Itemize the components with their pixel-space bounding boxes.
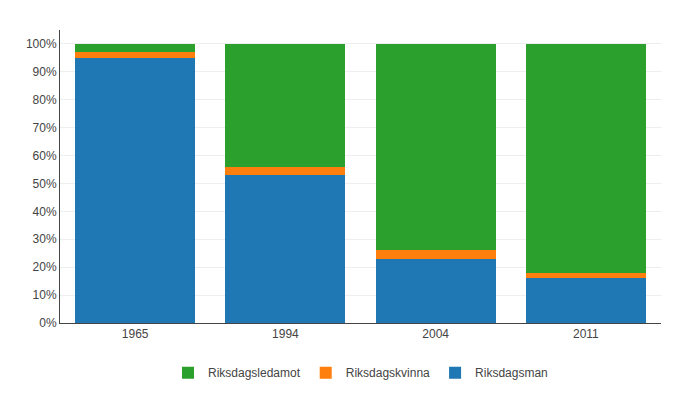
svg-text:10%: 10% [33, 288, 57, 302]
svg-text:1994: 1994 [272, 327, 299, 341]
svg-text:90%: 90% [33, 65, 57, 79]
svg-text:60%: 60% [33, 149, 57, 163]
svg-text:0%: 0% [39, 316, 57, 330]
svg-text:Riksdagsman: Riksdagsman [475, 366, 548, 380]
svg-text:70%: 70% [33, 121, 57, 135]
svg-text:Riksdagsledamot: Riksdagsledamot [208, 366, 301, 380]
svg-text:2004: 2004 [422, 327, 449, 341]
svg-text:Riksdagskvinna: Riksdagskvinna [346, 366, 430, 380]
svg-text:30%: 30% [33, 232, 57, 246]
svg-text:20%: 20% [33, 260, 57, 274]
svg-text:40%: 40% [33, 205, 57, 219]
svg-text:80%: 80% [33, 93, 57, 107]
svg-text:50%: 50% [33, 177, 57, 191]
svg-text:100%: 100% [26, 37, 57, 51]
svg-text:1965: 1965 [122, 327, 149, 341]
svg-text:2011: 2011 [573, 327, 599, 341]
